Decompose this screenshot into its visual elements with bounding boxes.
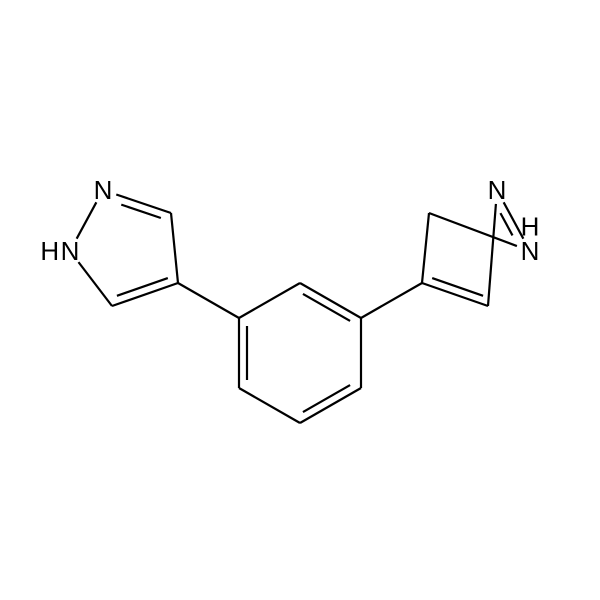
molecule-diagram: NHNNNH: [0, 0, 600, 600]
atom-label: H: [40, 236, 59, 266]
bond: [239, 388, 300, 423]
bond: [178, 283, 239, 318]
bond: [77, 202, 97, 238]
bond: [171, 213, 178, 283]
atom-label: H: [521, 211, 540, 241]
bond-inner: [117, 278, 168, 296]
bond: [300, 388, 361, 423]
bond: [78, 262, 112, 306]
bond-inner: [432, 278, 483, 296]
bond: [116, 194, 171, 213]
atom-label: N: [488, 175, 507, 205]
atom-label: N: [61, 236, 80, 266]
bond: [361, 283, 422, 318]
bond: [300, 283, 361, 318]
bond: [239, 283, 300, 318]
bond: [488, 204, 496, 306]
bond: [422, 213, 429, 283]
atom-label: N: [94, 175, 113, 205]
